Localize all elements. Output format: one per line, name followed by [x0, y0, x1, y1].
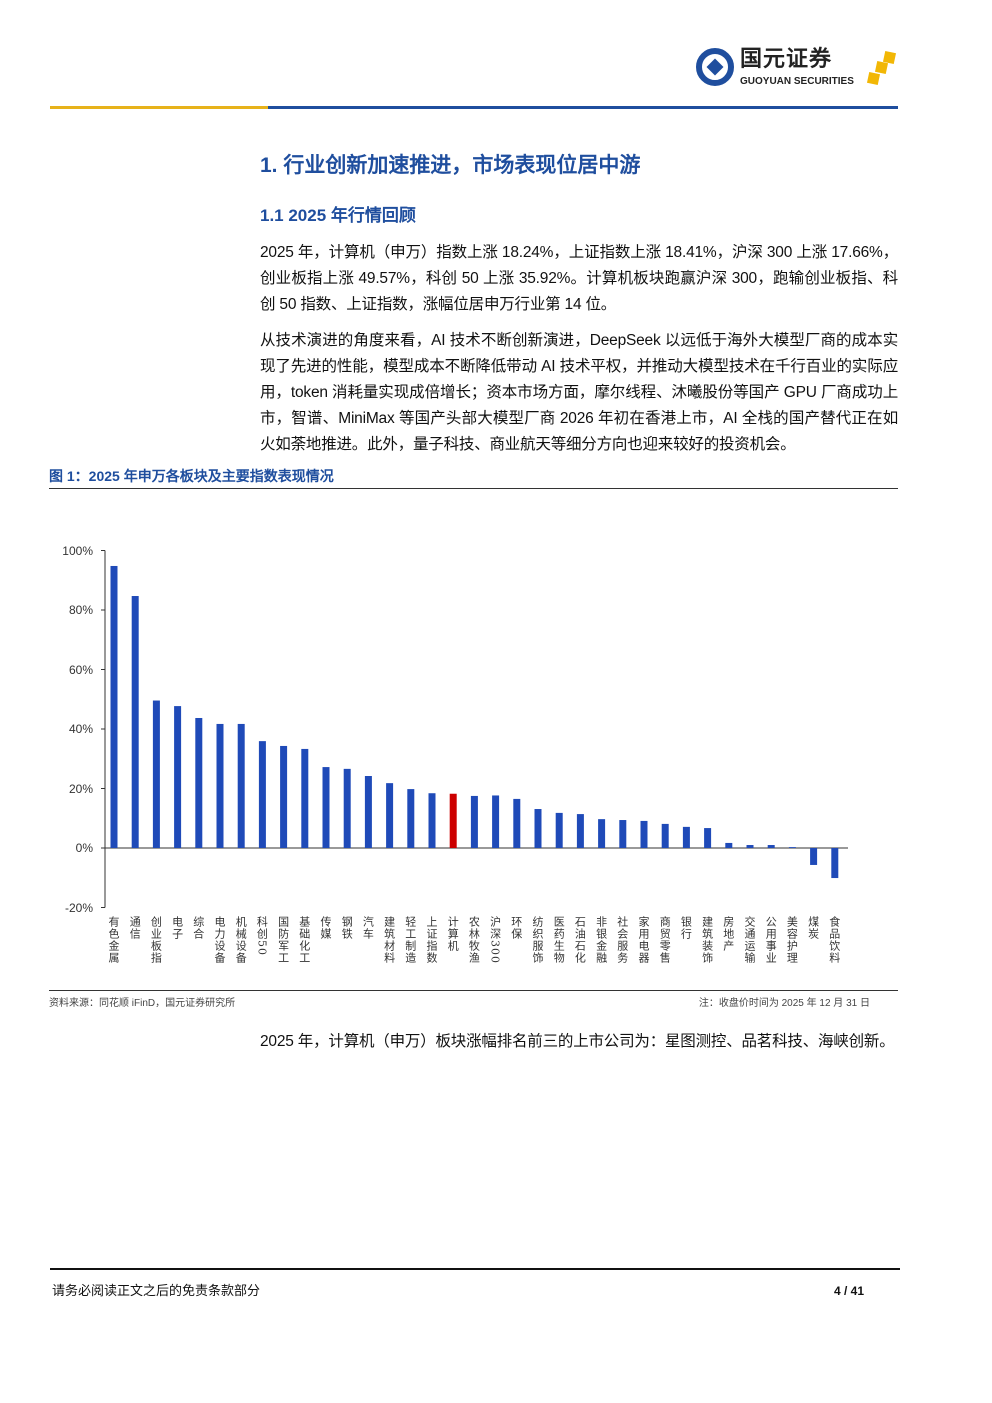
x-category-label: 建筑材料 — [382, 916, 396, 964]
x-category-label: 建筑装饰 — [700, 916, 714, 964]
x-category-label: 煤炭 — [806, 916, 820, 940]
logo-emblem-icon — [696, 48, 734, 86]
x-category-label: 家用电器 — [637, 916, 650, 964]
paragraph: 从技术演进的角度来看，AI 技术不断创新演进，DeepSeek 以远低于海外大模… — [260, 332, 898, 453]
x-category-label: 传媒 — [319, 916, 332, 940]
bar-纺织服饰 — [534, 809, 542, 848]
bar-食品饮料 — [831, 848, 839, 879]
bar-银行 — [682, 826, 690, 848]
figure-source: 资料来源：同花顺 iFinD，国元证券研究所 — [49, 998, 236, 1009]
x-category-label: 电子 — [170, 916, 184, 940]
x-category-label: 农林牧渔 — [467, 916, 481, 964]
company-logo: 国元证券 GUOYUAN SECURITIES — [696, 46, 901, 90]
x-category-label: 银行 — [679, 916, 693, 940]
footer-rule — [50, 1268, 900, 1270]
x-category-label: 上证指数 — [425, 916, 438, 964]
y-tick-label: 20% — [68, 781, 93, 796]
x-category-label: 食品饮料 — [827, 916, 841, 964]
y-tick-label: 40% — [68, 722, 93, 736]
bar-农林牧渔 — [470, 795, 478, 848]
bar-电子 — [174, 706, 182, 848]
bar-科创50 — [258, 741, 266, 848]
bar-社会服务 — [619, 820, 627, 848]
paragraph: 2025 年，计算机（申万）板块涨幅排名前三的上市公司为：星图测控、品茗科技、海… — [260, 1033, 895, 1050]
x-category-label: 基础化工 — [297, 916, 311, 964]
x-category-label: 通信 — [128, 916, 142, 940]
bar-国防军工 — [280, 745, 288, 848]
x-category-label: 沪深300 — [488, 916, 502, 964]
bar-非银金融 — [598, 819, 606, 848]
x-category-label: 钢铁 — [340, 916, 354, 940]
bar-计算机 — [449, 793, 457, 848]
footer-disclaimer: 请务必阅读正文之后的免责条款部分 — [52, 1283, 261, 1298]
x-category-label: 石油石化 — [573, 916, 587, 964]
bar-上证指数 — [428, 793, 436, 848]
bar-美容护理 — [788, 847, 796, 848]
section-title: 1. 行业创新加速推进，市场表现位居中游 — [260, 154, 641, 177]
bar-综合 — [195, 717, 203, 848]
logo-text-en: GUOYUAN SECURITIES — [740, 76, 854, 87]
x-category-label: 计算机 — [446, 916, 460, 952]
x-category-label: 国防军工 — [276, 916, 290, 964]
bar-环保 — [513, 798, 521, 848]
bar-钢铁 — [343, 768, 351, 848]
bar-建筑材料 — [386, 783, 394, 848]
page-number: 4 / 41 — [834, 1284, 865, 1298]
bar-基础化工 — [301, 748, 309, 848]
bar-石油石化 — [576, 814, 584, 848]
bar-通信 — [131, 596, 139, 848]
x-category-label: 医药生物 — [552, 916, 566, 964]
x-category-label: 纺织服饰 — [531, 916, 544, 964]
y-tick-label: 100% — [62, 543, 93, 558]
paragraph: 2025 年，计算机（申万）指数上涨 18.24%，上证指数上涨 18.41%，… — [260, 244, 898, 313]
x-category-label: 机械设备 — [234, 916, 248, 964]
body-text-flow: 2025 年，计算机（申万）指数上涨 18.24%，上证指数上涨 18.41%，… — [49, 240, 898, 489]
y-tick-label: 80% — [68, 603, 93, 617]
header-rule-accent — [50, 106, 268, 109]
header-rule — [50, 106, 898, 109]
y-tick-label: -20% — [64, 900, 93, 915]
y-tick-label: 60% — [68, 662, 93, 677]
figure-note: 注：收盘价时间为 2025 年 12 月 31 日 — [698, 998, 870, 1009]
bar-家用电器 — [640, 820, 648, 848]
x-category-label: 社会服务 — [615, 916, 629, 964]
bar-有色金属 — [110, 565, 118, 848]
bar-传媒 — [322, 767, 330, 848]
x-category-label: 商贸零售 — [658, 916, 672, 964]
figure-bottom-rule — [49, 990, 898, 991]
bar-创业板指 — [152, 700, 160, 848]
bar-电力设备 — [216, 723, 224, 848]
bar-房地产 — [725, 842, 733, 848]
x-category-label: 电力设备 — [213, 916, 226, 964]
logo-text-cn: 国元证券 — [740, 46, 833, 71]
bar-机械设备 — [237, 723, 245, 848]
x-category-label: 有色金属 — [107, 916, 120, 964]
x-category-label: 轻工制造 — [403, 916, 417, 964]
bar-轻工制造 — [407, 789, 415, 848]
x-category-label: 公用事业 — [764, 916, 778, 964]
bar-汽车 — [364, 776, 372, 848]
bar-商贸零售 — [661, 823, 669, 848]
figure-title: 图 1：2025 年申万各板块及主要指数表现情况 — [49, 466, 898, 489]
x-category-label: 房地产 — [721, 916, 735, 952]
x-category-label: 美容护理 — [785, 916, 799, 964]
bar-chart — [101, 550, 848, 908]
bar-医药生物 — [555, 812, 563, 848]
bar-沪深300 — [492, 795, 500, 848]
bar-交通运输 — [746, 845, 754, 848]
x-category-label: 交通运输 — [743, 916, 756, 964]
x-category-label: 科创50 — [255, 916, 269, 956]
x-category-label: 非银金融 — [594, 916, 608, 964]
subsection-title: 1.1 2025 年行情回顾 — [260, 206, 416, 225]
y-tick-label: 0% — [75, 841, 93, 855]
x-category-label: 创业板指 — [149, 916, 163, 964]
bar-建筑装饰 — [704, 828, 712, 848]
bar-煤炭 — [810, 848, 818, 865]
x-category-label: 汽车 — [361, 916, 375, 940]
x-category-label: 环保 — [509, 916, 523, 940]
x-category-label: 综合 — [191, 916, 205, 940]
bar-公用事业 — [767, 845, 775, 848]
